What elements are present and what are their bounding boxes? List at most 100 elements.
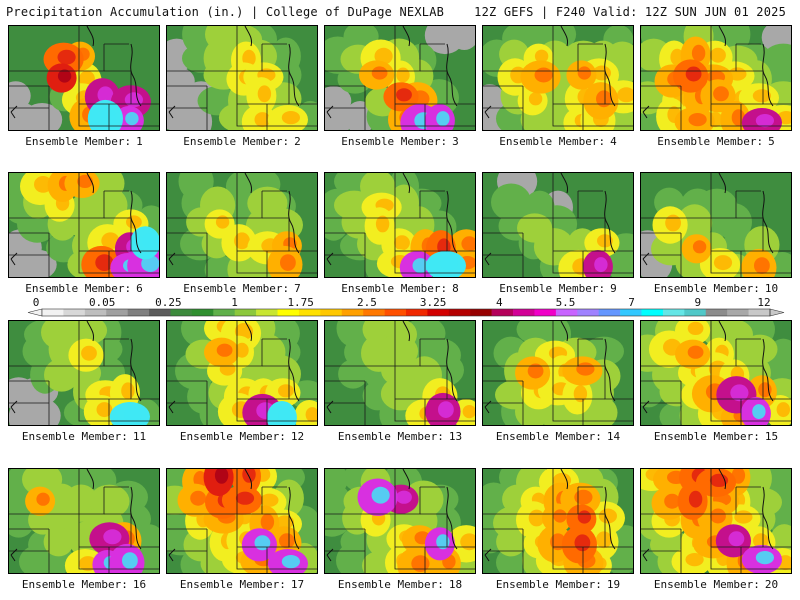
member-label-prefix: Ensemble Member: xyxy=(179,430,286,443)
precip-map-svg xyxy=(641,173,791,277)
precip-region xyxy=(338,359,369,389)
colorbar-swatch xyxy=(727,309,749,316)
precip-core xyxy=(305,407,317,423)
precip-core xyxy=(688,490,703,508)
boundary-line xyxy=(484,400,492,414)
precip-region xyxy=(491,183,532,221)
state-border xyxy=(104,365,159,400)
boundary-line xyxy=(288,486,300,550)
precip-core xyxy=(665,214,681,232)
ensemble-member-label: Ensemble Member: 16 xyxy=(5,578,163,591)
member-number: 2 xyxy=(294,135,301,148)
state-border xyxy=(552,218,633,274)
boundary-line xyxy=(402,173,410,194)
precip-core xyxy=(260,493,279,507)
precip-core xyxy=(123,408,142,422)
run-valid-time: 12Z GEFS | F240 Valid: 12Z SUN JUN 01 20… xyxy=(474,5,786,19)
precip-core xyxy=(57,49,76,65)
precip-core xyxy=(713,86,729,102)
member-number: 13 xyxy=(448,430,463,443)
boundary-line xyxy=(446,486,458,550)
member-number: 15 xyxy=(764,430,779,443)
precip-core xyxy=(254,535,271,551)
boundary-line xyxy=(10,252,18,266)
precip-map-svg xyxy=(483,173,633,277)
ensemble-member-map xyxy=(482,320,634,426)
precip-core xyxy=(280,254,296,271)
member-number: 6 xyxy=(136,282,143,295)
ensemble-member-map xyxy=(8,320,160,426)
precip-core xyxy=(439,257,458,271)
colorbar-swatch xyxy=(320,309,343,316)
boundary-line xyxy=(484,252,492,266)
boundary-line xyxy=(10,400,18,414)
state-border xyxy=(262,70,317,105)
precip-core xyxy=(78,556,98,572)
precip-core xyxy=(574,489,593,505)
precip-core xyxy=(125,112,139,126)
colorbar-swatch xyxy=(406,309,428,316)
state-border xyxy=(552,71,633,127)
member-label-prefix: Ensemble Member: xyxy=(183,282,290,295)
colorbar-tick-label: 1 xyxy=(231,296,238,309)
precip-core xyxy=(752,404,766,420)
colorbar-border xyxy=(41,308,771,317)
member-label-prefix: Ensemble Member: xyxy=(499,282,606,295)
state-border xyxy=(262,513,317,548)
precip-core xyxy=(730,384,749,402)
precip-core xyxy=(752,89,771,103)
boundary-line xyxy=(244,321,252,342)
state-border xyxy=(262,217,317,252)
precip-core xyxy=(776,402,790,418)
precip-core xyxy=(371,486,390,504)
ensemble-member-label: Ensemble Member: 2 xyxy=(163,135,321,148)
precip-map-svg xyxy=(483,469,633,573)
colorbar-tick-label: 0.25 xyxy=(155,296,182,309)
colorbar-tick-label: 12 xyxy=(757,296,770,309)
state-border xyxy=(578,217,633,252)
state-border xyxy=(736,365,791,400)
precip-core xyxy=(436,534,450,550)
precip-core xyxy=(36,492,50,506)
precip-core xyxy=(527,363,544,379)
member-number: 14 xyxy=(606,430,621,443)
state-border xyxy=(236,366,317,422)
state-border xyxy=(736,513,791,548)
precip-core xyxy=(278,408,292,424)
precip-core xyxy=(573,385,588,403)
precip-region xyxy=(449,26,475,50)
colorbar-swatch xyxy=(641,309,664,316)
colorbar-left-arrow xyxy=(27,308,43,317)
ensemble-member-map xyxy=(166,468,318,574)
precip-core xyxy=(713,255,733,271)
member-number: 17 xyxy=(290,578,305,591)
member-label-prefix: Ensemble Member: xyxy=(337,578,444,591)
precip-core xyxy=(685,553,704,567)
colorbar-swatch xyxy=(277,309,300,316)
member-number: 18 xyxy=(448,578,463,591)
precip-core xyxy=(574,534,591,552)
state-border xyxy=(236,71,317,127)
member-number: 3 xyxy=(452,135,459,148)
boundary-line xyxy=(86,321,94,342)
boundary-line xyxy=(86,173,94,194)
member-label-prefix: Ensemble Member: xyxy=(21,430,128,443)
ensemble-member-label: Ensemble Member: 7 xyxy=(163,282,321,295)
precip-map-svg xyxy=(9,321,159,425)
boundary-line xyxy=(244,26,252,47)
boundary-line xyxy=(762,486,774,550)
precip-region xyxy=(496,527,527,557)
member-label-prefix: Ensemble Member: xyxy=(341,135,448,148)
member-number: 20 xyxy=(764,578,779,591)
precip-map-svg xyxy=(167,469,317,573)
boundary-line xyxy=(446,190,458,254)
precip-core xyxy=(755,114,774,128)
ensemble-member-label: Ensemble Member: 3 xyxy=(321,135,479,148)
state-border xyxy=(236,218,317,274)
colorbar-swatch xyxy=(84,309,107,316)
member-label-prefix: Ensemble Member: xyxy=(341,282,448,295)
ensemble-member-label: Ensemble Member: 9 xyxy=(479,282,637,295)
colorbar-swatch xyxy=(298,309,321,316)
boundary-line xyxy=(762,190,774,254)
ensemble-member-label: Ensemble Member: 12 xyxy=(163,430,321,443)
